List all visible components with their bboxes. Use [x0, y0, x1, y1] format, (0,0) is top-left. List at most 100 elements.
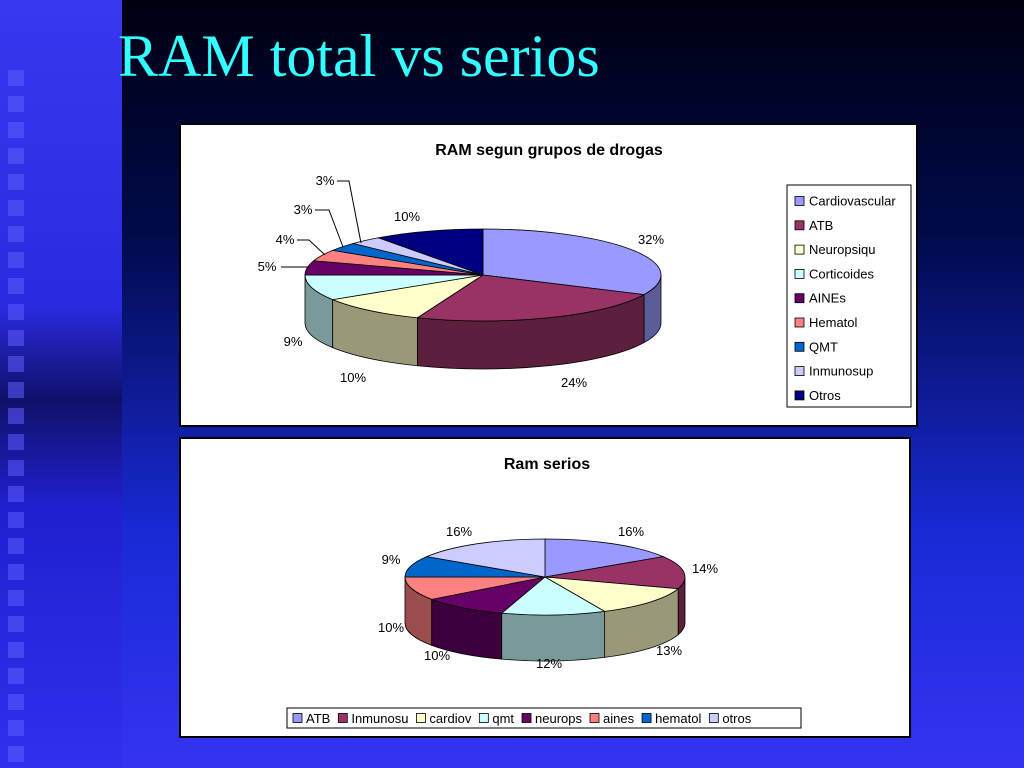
pie-slice-inmunosu	[544, 556, 686, 590]
legend-label: cardiov	[429, 711, 471, 726]
data-label: 9%	[284, 334, 303, 349]
pie-slice-side-qmt	[501, 610, 606, 662]
pie-slice-atb	[416, 274, 646, 322]
legend-label: Inmunosu	[351, 711, 408, 726]
decorative-square	[8, 330, 24, 346]
leader-line	[297, 239, 326, 256]
decorative-square	[8, 642, 24, 658]
data-label: 3%	[294, 202, 313, 217]
data-label: 4%	[276, 232, 295, 247]
data-label: 24%	[561, 375, 587, 390]
pie-slice-cardiov	[544, 576, 680, 612]
chart-title: RAM segun grupos de drogas	[435, 142, 663, 159]
legend-label: hematol	[655, 711, 701, 726]
legend-swatch	[416, 713, 426, 723]
legend-swatch	[794, 293, 805, 304]
legend-swatch	[794, 341, 805, 352]
legend-label: ATB	[809, 218, 833, 233]
decorative-square	[8, 70, 24, 86]
decorative-side-strip	[0, 0, 122, 768]
decorative-square	[8, 96, 24, 112]
legend-swatch	[794, 268, 805, 279]
legend-swatch	[794, 196, 805, 206]
slide-title: RAM total vs serios	[118, 23, 600, 89]
data-label: 5%	[258, 259, 277, 274]
legend-frame	[286, 707, 802, 729]
data-labels: 32% 24% 10% 9% 5% 4% 3%3% 10%	[258, 173, 665, 390]
legend: ATB Inmunosu cardiov qmt neurops aines hematol…	[286, 707, 802, 729]
decorative-square	[8, 226, 24, 242]
legend-label: Inmunosup	[809, 364, 873, 379]
decorative-square	[8, 200, 24, 216]
decorative-square	[8, 304, 24, 320]
chart-ram-by-drug-group: RAM segun grupos de drogas 32% 24% 10% 9% 5%…	[179, 123, 918, 427]
legend-label: otros	[722, 711, 751, 726]
decorative-square	[8, 486, 24, 502]
decorative-square	[8, 538, 24, 554]
pie-slices	[404, 538, 686, 662]
pie-slices	[304, 228, 662, 370]
legend-swatch	[521, 713, 532, 723]
decorative-square	[8, 382, 24, 398]
data-label: 10%	[394, 209, 420, 224]
pie-slice-atb	[544, 538, 665, 578]
data-label: 3%	[316, 173, 335, 188]
pie-slice-hematol	[404, 556, 546, 578]
data-label: 9%	[382, 552, 401, 567]
chart-ram-serios: Ram serios 16% 14% 13% 12% 10% 10% 9% 16% ATB In…	[179, 437, 911, 738]
pie-slice-neurops	[430, 576, 546, 614]
legend-swatch	[641, 713, 652, 723]
decorative-square	[8, 434, 24, 450]
legend-label: QMT	[809, 339, 838, 354]
legend-frame	[786, 184, 912, 408]
chart-ram-by-drug-group-svg: RAM segun grupos de drogas 32% 24% 10% 9% 5%…	[258, 142, 912, 408]
data-label: 14%	[692, 561, 718, 576]
decorative-square	[8, 564, 24, 580]
legend-label: Cardiovascular	[809, 194, 896, 209]
decorative-square	[8, 512, 24, 528]
legend-swatch	[292, 713, 303, 723]
decorative-square	[8, 590, 24, 606]
data-label: 10%	[340, 370, 366, 385]
legend-label: neurops	[535, 711, 582, 726]
decorative-square	[8, 408, 24, 424]
pie-slice-aines	[404, 576, 546, 600]
legend-swatch	[794, 220, 805, 231]
pie-slice-corticoides	[304, 274, 484, 301]
data-label: 16%	[446, 524, 472, 539]
pie-slice-cardiovascular	[482, 228, 662, 295]
decorative-square	[8, 720, 24, 736]
decorative-square	[8, 694, 24, 710]
leader-line	[337, 180, 362, 244]
legend-swatch	[794, 390, 805, 401]
data-label: 10%	[378, 620, 404, 635]
decorative-square	[8, 746, 24, 762]
leader-line	[315, 209, 344, 248]
legend-swatch	[337, 713, 348, 723]
decorative-square	[8, 174, 24, 190]
data-label: 12%	[536, 656, 562, 671]
legend-swatch	[794, 244, 805, 255]
decorative-square	[8, 616, 24, 632]
data-label: 13%	[656, 643, 682, 658]
legend-label: aines	[603, 711, 635, 726]
chart-ram-serios-svg: Ram serios 16% 14% 13% 12% 10% 10% 9% 16% ATB In…	[286, 456, 802, 729]
legend-swatch	[794, 366, 805, 377]
data-label: 16%	[618, 524, 644, 539]
decorative-square	[8, 460, 24, 476]
pie-slice-otros	[376, 228, 484, 276]
legend-label: Corticoides	[809, 266, 875, 281]
decorative-square	[8, 148, 24, 164]
pie-slice-qmt	[500, 576, 606, 616]
legend-swatch	[478, 713, 489, 723]
pie-slice-neuropsiqu	[331, 274, 484, 319]
data-label: 32%	[638, 232, 664, 247]
decorative-square	[8, 252, 24, 268]
data-label: 10%	[424, 648, 450, 663]
decorative-square	[8, 122, 24, 138]
pie-slice-otros	[425, 538, 546, 578]
legend: Cardiovascular ATB Neuropsiqu Corticoides AI…	[786, 184, 912, 408]
decorative-square	[8, 356, 24, 372]
chart-title: Ram serios	[504, 456, 590, 473]
legend-swatch	[589, 713, 600, 723]
